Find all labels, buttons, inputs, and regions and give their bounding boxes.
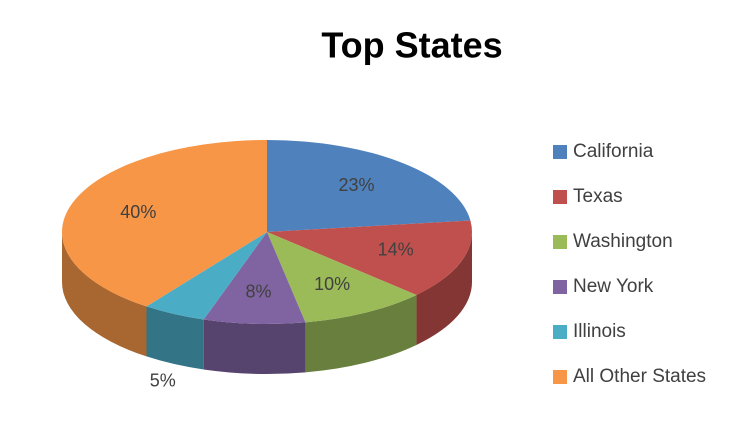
legend-label: Illinois — [573, 321, 626, 342]
pie-slice — [61, 140, 268, 307]
data-label: 8% — [245, 281, 271, 301]
legend-swatch — [553, 235, 567, 249]
pie-side — [416, 232, 472, 345]
legend-label: Washington — [573, 231, 673, 252]
data-label: 5% — [150, 371, 176, 391]
data-label: 10% — [314, 274, 350, 294]
pie-slice — [267, 232, 417, 323]
legend-swatch — [553, 190, 567, 204]
pie-slice — [267, 220, 472, 295]
data-label: 14% — [378, 240, 414, 260]
pie-slice — [146, 232, 267, 320]
legend-label: New York — [573, 276, 654, 297]
legend-swatch — [553, 145, 567, 159]
pie-side — [203, 319, 306, 374]
pie-slice — [267, 140, 471, 232]
legend-label: California — [573, 141, 654, 162]
legend-swatch — [553, 370, 567, 384]
legend-label: All Other States — [573, 366, 706, 387]
pie-slice — [203, 232, 306, 324]
pie-side — [62, 232, 147, 357]
pie-side — [146, 306, 204, 370]
data-label: 40% — [120, 202, 156, 222]
chart-title: Top States — [321, 25, 502, 66]
legend-label: Texas — [573, 186, 623, 207]
pie-side — [305, 294, 417, 373]
legend-swatch — [553, 325, 567, 339]
data-label: 23% — [338, 175, 374, 195]
legend-swatch — [553, 280, 567, 294]
